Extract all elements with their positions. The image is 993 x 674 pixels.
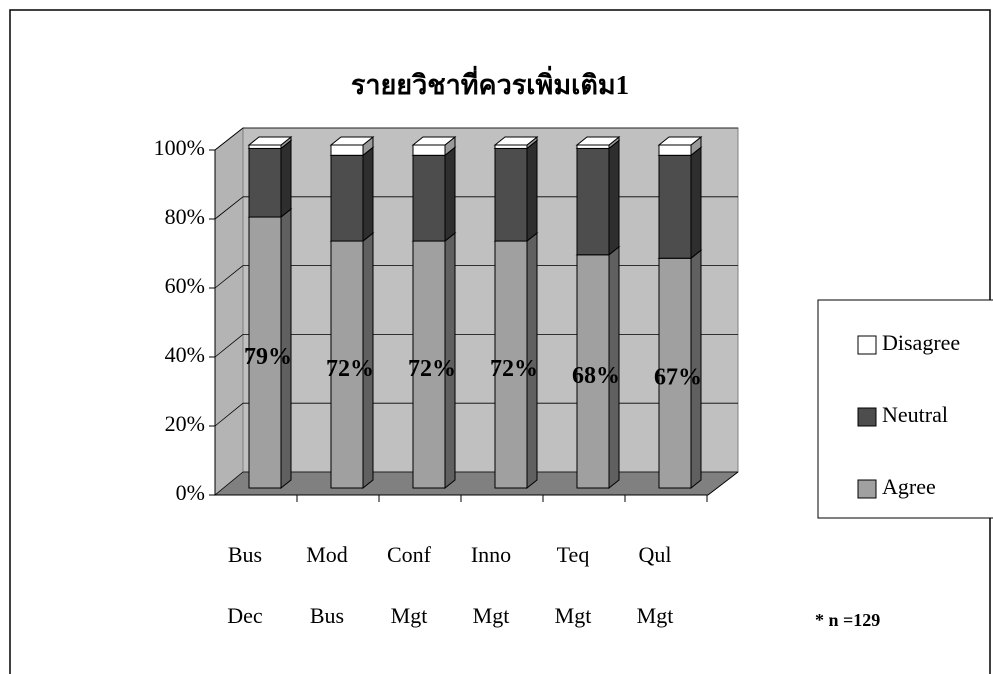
bar-top: [411, 136, 457, 146]
legend-swatch: [857, 335, 877, 355]
bar-segment: [494, 240, 528, 489]
bar-segment: [658, 144, 692, 156]
bar-side: [444, 146, 456, 243]
x-tick-label: Mod: [306, 542, 348, 567]
y-tick-label: 100%: [154, 135, 205, 160]
bar-segment: [658, 257, 692, 489]
bar-segment: [412, 144, 446, 156]
chart-title: รายยวิชาที่ควรเพิ่มเติม1: [351, 65, 629, 100]
x-tick-label: Dec: [227, 603, 263, 628]
grid-line: [214, 471, 244, 496]
legend-label: Neutral: [882, 402, 948, 427]
side-wall: [214, 126, 244, 497]
grid-line: [214, 334, 244, 358]
bar-side: [280, 139, 292, 219]
bar-side: [526, 139, 538, 243]
bar-segment: [248, 144, 282, 149]
data-label: 72%: [490, 356, 538, 382]
legend-swatch: [857, 479, 877, 499]
y-tick-label: 80%: [165, 204, 205, 229]
x-tick-label: Teq: [557, 542, 590, 567]
x-tick-label: Inno: [471, 542, 511, 567]
grid-line: [214, 402, 244, 427]
data-label: 72%: [326, 356, 374, 382]
legend: [817, 299, 993, 519]
grid-line: [214, 127, 244, 151]
x-tick-label: Bus: [310, 603, 344, 628]
data-label: 68%: [572, 363, 620, 389]
bar-top: [329, 136, 375, 146]
legend-label: Agree: [882, 474, 936, 499]
bar-segment: [330, 144, 364, 156]
bar-segment: [576, 147, 610, 256]
grid-line: [214, 196, 244, 220]
x-tick-label: Bus: [228, 542, 262, 567]
x-tick-label: Qul: [639, 542, 672, 567]
bar-side: [362, 146, 374, 243]
y-tick-label: 20%: [165, 411, 205, 436]
bar-segment: [412, 154, 446, 242]
x-tick-label: Mgt: [391, 603, 428, 628]
y-tick-label: 40%: [165, 342, 205, 367]
bar-segment: [494, 144, 528, 149]
x-tick-label: Mgt: [473, 603, 510, 628]
bar-top: [493, 136, 539, 146]
y-tick-label: 0%: [176, 480, 205, 505]
legend-swatch: [857, 407, 877, 427]
bar-segment: [330, 154, 364, 242]
floor-edge: [707, 471, 739, 496]
legend-label: Disagree: [882, 330, 960, 355]
bar-segment: [658, 154, 692, 259]
bar-side: [690, 146, 702, 260]
bar-segment: [576, 144, 610, 149]
bar-top: [575, 136, 621, 146]
bar-segment: [248, 147, 282, 218]
bar-segment: [494, 147, 528, 242]
bar-top: [657, 136, 703, 146]
x-tick-label: Mgt: [555, 603, 592, 628]
x-tick-label: Mgt: [637, 603, 674, 628]
annotation: * n =129: [815, 610, 880, 630]
x-tick-label: Conf: [387, 542, 432, 567]
data-label: 79%: [244, 344, 292, 370]
grid-line: [214, 265, 244, 289]
bar-side: [608, 139, 620, 256]
y-tick-label: 60%: [165, 273, 205, 298]
data-label: 72%: [408, 356, 456, 382]
bar-top: [247, 136, 293, 146]
bar-segment: [330, 240, 364, 489]
data-label: 67%: [654, 365, 702, 391]
